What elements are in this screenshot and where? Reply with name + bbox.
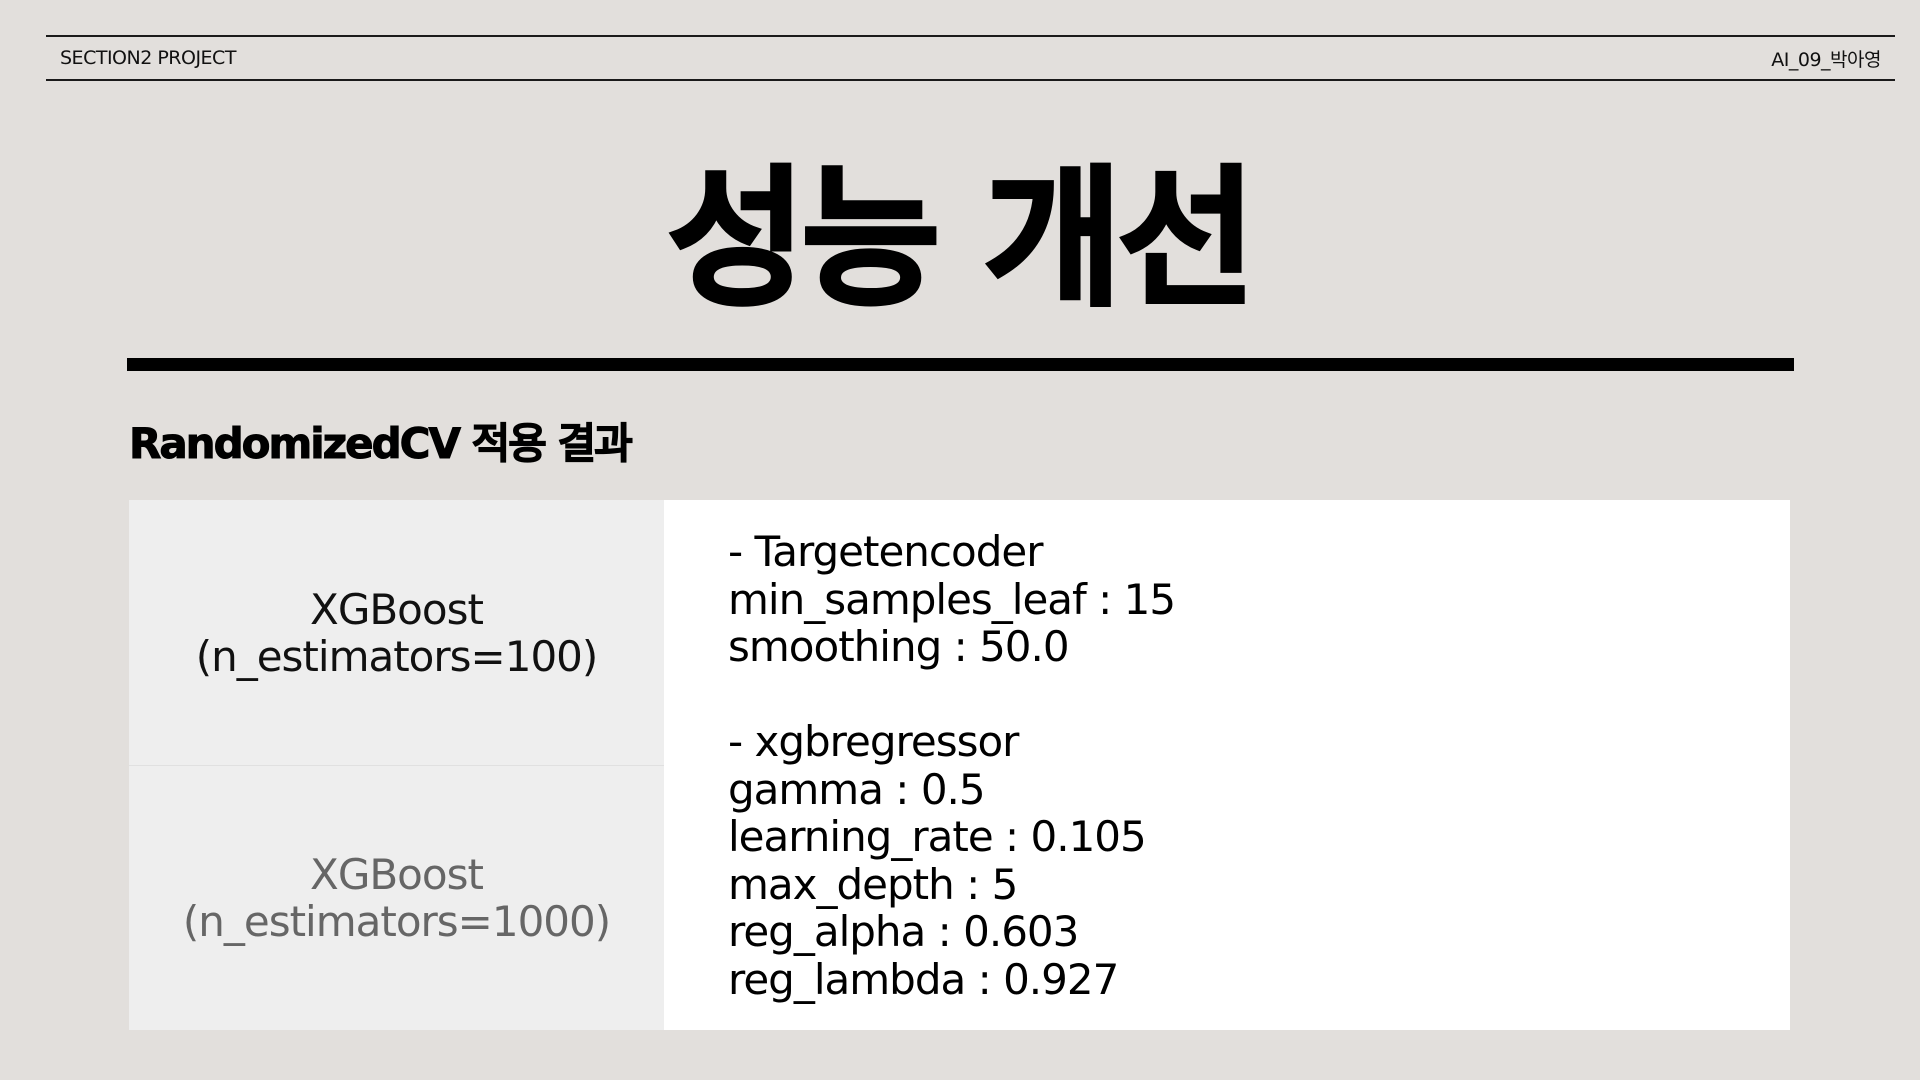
model-list: XGBoost (n_estimators=100) XGBoost (n_es… bbox=[129, 500, 664, 1030]
param-line: smoothing : 50.0 bbox=[728, 622, 1070, 671]
params-panel: - Targetencoder min_samples_leaf : 15 sm… bbox=[664, 500, 1790, 1030]
spacer bbox=[728, 671, 1175, 719]
model-name: XGBoost bbox=[310, 584, 484, 634]
param-line: max_depth : 5 bbox=[728, 859, 1018, 909]
params-text: - Targetencoder min_samples_leaf : 15 sm… bbox=[728, 527, 1176, 1004]
section-subtitle: RandomizedCV 적용 결과 bbox=[129, 419, 634, 469]
param-line: min_samples_leaf : 15 bbox=[728, 574, 1176, 624]
model-cell-1000: XGBoost (n_estimators=1000) bbox=[129, 765, 664, 1030]
author-label: AI_09_박아영 bbox=[1771, 48, 1881, 71]
project-label: SECTION2 PROJECT bbox=[60, 47, 236, 69]
model-cell-100: XGBoost (n_estimators=100) bbox=[129, 500, 664, 765]
model-name: XGBoost bbox=[310, 850, 484, 899]
param-line: learning_rate : 0.105 bbox=[728, 812, 1147, 861]
slide-title: 성능 개선 bbox=[666, 151, 1258, 329]
param-line: reg_alpha : 0.603 bbox=[728, 907, 1079, 956]
slide-header: SECTION2 PROJECT AI_09_박아영 bbox=[46, 35, 1895, 81]
encoder-heading: - Targetencoder bbox=[728, 527, 1043, 576]
title-divider bbox=[127, 358, 1794, 371]
param-line: gamma : 0.5 bbox=[728, 764, 986, 814]
model-param: (n_estimators=100) bbox=[195, 631, 599, 681]
param-line: reg_lambda : 0.927 bbox=[728, 954, 1119, 1004]
regressor-heading: - xgbregressor bbox=[728, 717, 1019, 766]
model-param: (n_estimators=1000) bbox=[182, 897, 611, 946]
